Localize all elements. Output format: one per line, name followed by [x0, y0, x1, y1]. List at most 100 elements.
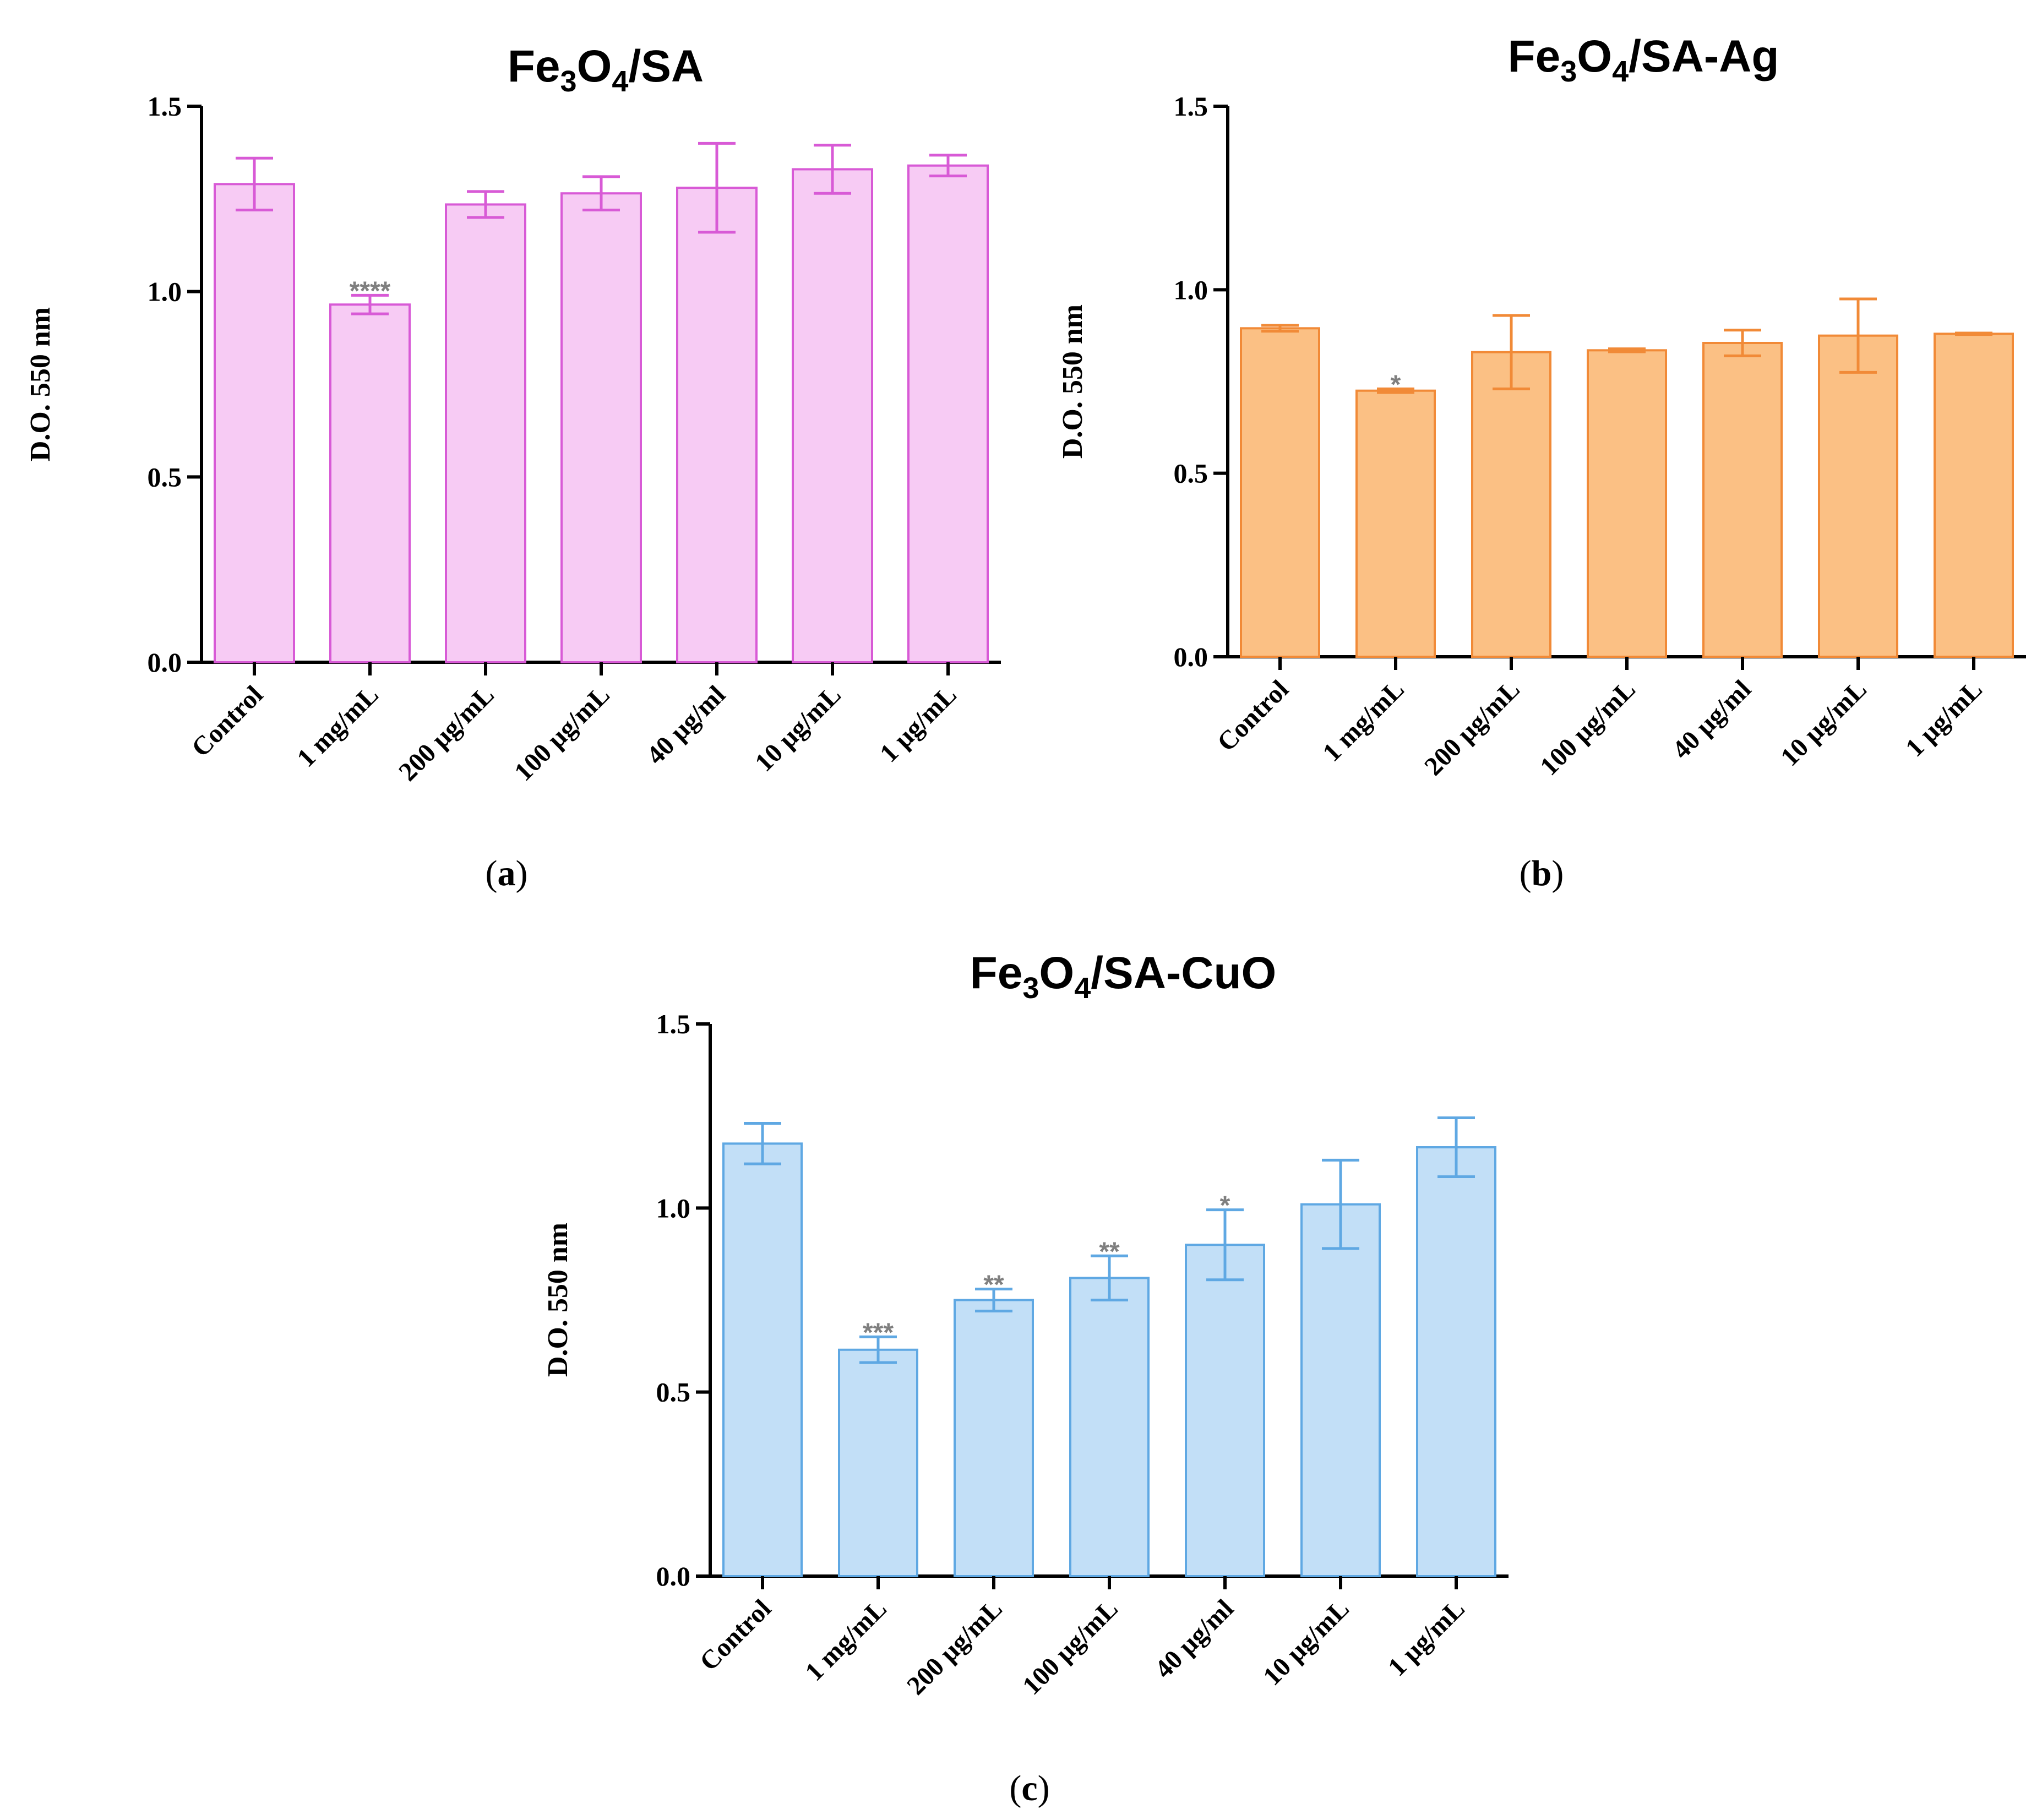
bar-2	[329, 303, 411, 663]
bar-3	[445, 203, 526, 663]
significance-label: **	[1099, 1237, 1120, 1266]
error-bar-6	[1839, 297, 1877, 374]
caption-open: (	[1009, 1768, 1021, 1808]
error-bar-4	[1091, 1254, 1128, 1301]
x-tick-label: 100 µg/mL	[509, 680, 616, 787]
x-tick-label: 100 µg/mL	[1017, 1594, 1124, 1701]
chart-panel-c: Fe3O4/SA-CuO D.O. 550 nm 0.0 0.5 1.0 1.5 Contr…	[542, 948, 1509, 1808]
caption-letter: c	[1021, 1768, 1037, 1808]
bar-4	[1069, 1277, 1150, 1577]
error-bar-7	[929, 154, 967, 178]
significance-label: *	[1391, 370, 1401, 399]
caption-close: )	[1038, 1768, 1050, 1808]
caption-close: )	[1551, 853, 1564, 893]
y-tick-label: 0.5	[656, 1377, 691, 1408]
title-part: O	[1039, 948, 1074, 998]
error-bar-3	[1493, 314, 1530, 390]
chart-title: Fe3O4/SA-Ag	[1508, 31, 1779, 88]
y-tick-label: 1.0	[1174, 274, 1208, 305]
y-tick-label: 0.0	[656, 1561, 691, 1592]
bar-4	[560, 192, 642, 663]
title-part: /SA	[628, 41, 704, 91]
bar-7	[907, 164, 989, 663]
y-tick-label: 0.5	[148, 461, 182, 492]
y-tick-label: 1.0	[148, 276, 182, 307]
x-tick-label: Control	[694, 1594, 777, 1676]
bar-1	[1240, 327, 1320, 658]
chart-panel-a: Fe3O4/SA D.O. 550 nm 0.0 0.5 1.0 1.5 Control **…	[25, 41, 1001, 893]
error-bar-5	[1206, 1208, 1244, 1282]
x-tick-label: 1 µg/mL	[1900, 674, 1988, 762]
x-tick-label: 1 µg/mL	[1382, 1594, 1471, 1682]
title-part: 3	[1022, 972, 1039, 1005]
panel-caption: (c)	[1009, 1768, 1049, 1808]
bar-7	[1416, 1146, 1496, 1578]
panel-caption: (a)	[486, 853, 528, 893]
bar-5	[1702, 342, 1783, 658]
title-part: 4	[1074, 972, 1091, 1005]
panel-caption: (b)	[1520, 853, 1564, 893]
y-tick-label: 0.5	[1174, 458, 1208, 489]
title-part: O	[577, 41, 612, 91]
chart-title: Fe3O4/SA-CuO	[970, 948, 1277, 1005]
x-tick-label: Control	[186, 680, 269, 762]
y-tick-label: 0.0	[1174, 641, 1208, 672]
error-bar-3	[467, 190, 504, 219]
significance-label: *	[1220, 1191, 1230, 1220]
x-tick-label: 200 µg/mL	[1419, 674, 1526, 781]
error-bar-2	[1377, 387, 1414, 394]
x-tick-label: 40 µg/ml	[1667, 674, 1757, 765]
bar-5	[1185, 1244, 1265, 1577]
x-tick-label: 10 µg/mL	[1257, 1594, 1355, 1691]
bar-2	[1355, 389, 1436, 658]
caption-letter: a	[498, 853, 516, 893]
error-bar-7	[1955, 331, 1992, 336]
significance-label: **	[983, 1270, 1004, 1299]
y-tick-label: 1.5	[1174, 91, 1208, 122]
bar-1	[722, 1142, 803, 1577]
bar-1	[214, 183, 295, 663]
error-bar-5	[1724, 329, 1761, 357]
title-part: 3	[1560, 55, 1577, 88]
title-part: Fe	[508, 41, 560, 91]
caption-open: (	[486, 853, 498, 893]
title-part: O	[1577, 31, 1612, 81]
x-tick-label: 10 µg/mL	[1775, 674, 1872, 772]
title-part: 4	[612, 65, 628, 98]
bar-6	[1300, 1203, 1381, 1578]
caption-letter: b	[1532, 853, 1552, 893]
error-bar-4	[582, 175, 620, 212]
x-tick-label: 1 µg/mL	[874, 680, 962, 768]
title-part: /SA-Ag	[1629, 31, 1779, 81]
x-tick-label: 100 µg/mL	[1534, 674, 1641, 781]
x-tick-label: 40 µg/ml	[641, 680, 731, 770]
caption-close: )	[516, 853, 528, 893]
caption-open: (	[1520, 853, 1532, 893]
bar-5	[676, 187, 758, 663]
error-bar-1	[744, 1122, 781, 1165]
error-bar-1	[236, 156, 273, 212]
error-bar-4	[1608, 347, 1646, 353]
error-bar-2	[351, 293, 389, 315]
bar-6	[792, 168, 873, 663]
error-bar-1	[1261, 324, 1299, 333]
x-tick-label: 10 µg/mL	[749, 680, 847, 777]
error-bar-6	[814, 144, 851, 195]
error-bar-2	[859, 1335, 897, 1364]
y-axis-label: D.O. 550 nm	[542, 1223, 574, 1377]
title-part: 4	[1612, 55, 1629, 88]
x-tick-label: 1 mg/mL	[1317, 674, 1410, 767]
y-tick-label: 1.5	[148, 91, 182, 122]
y-axis-label: D.O. 550 nm	[25, 307, 56, 461]
bar-3	[1471, 351, 1551, 658]
x-tick-label: 200 µg/mL	[393, 680, 500, 787]
error-bar-6	[1322, 1158, 1359, 1250]
error-bar-5	[698, 141, 736, 234]
significance-label: ****	[350, 276, 391, 306]
title-part: Fe	[1508, 31, 1561, 81]
bar-6	[1818, 334, 1898, 658]
y-tick-label: 0.0	[148, 647, 182, 678]
bar-7	[1934, 333, 2014, 658]
x-tick-label: Control	[1212, 674, 1294, 757]
